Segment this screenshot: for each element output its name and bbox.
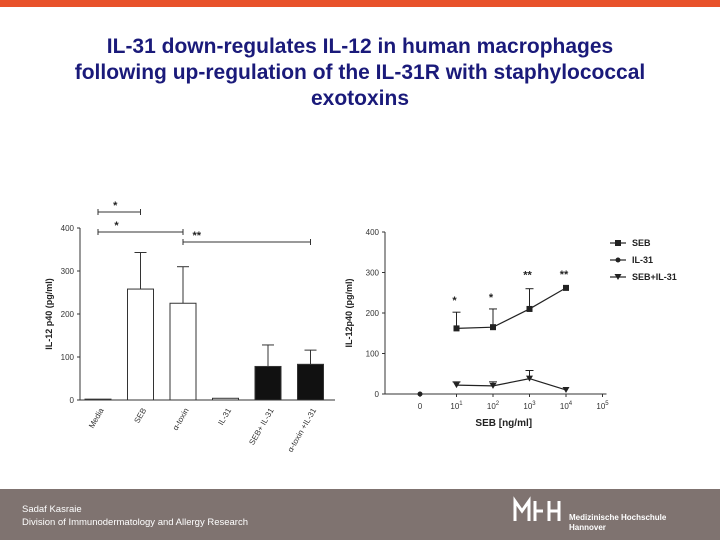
y-tick-label: 0 bbox=[70, 396, 75, 405]
y-tick-label: 0 bbox=[375, 390, 380, 399]
institution-line-2: Hannover bbox=[569, 523, 606, 532]
y-tick-label: 300 bbox=[366, 269, 380, 278]
x-tick-label: 103 bbox=[523, 401, 536, 411]
series-line bbox=[456, 287, 567, 329]
category-label: α-toxin +IL-31 bbox=[286, 406, 319, 454]
data-point bbox=[453, 382, 460, 389]
data-point bbox=[526, 305, 533, 312]
x-tick-label: 104 bbox=[560, 401, 573, 411]
title-line-2: following up-regulation of the IL-31R wi… bbox=[74, 61, 646, 84]
institution-line-1: Medizinische Hochschule bbox=[569, 513, 667, 522]
data-point bbox=[563, 284, 569, 291]
mhh-logo: Medizinische Hochschule Hannover bbox=[512, 495, 712, 537]
bar bbox=[127, 288, 154, 401]
y-axis-label: IL-12 p40 (pg/ml) bbox=[44, 278, 54, 350]
author-block: Sadaf Kasraie Division of Immunodermatol… bbox=[22, 503, 248, 529]
y-tick-label: 200 bbox=[61, 310, 75, 319]
x-axis-label: SEB [ng/ml] bbox=[475, 418, 532, 429]
significance-label: ** bbox=[560, 269, 569, 281]
significance-label: ** bbox=[523, 270, 532, 282]
data-point bbox=[526, 375, 533, 382]
category-label: α-toxin bbox=[171, 407, 191, 432]
y-axis-label: IL-12p40 (pg/ml) bbox=[344, 278, 354, 347]
significance-label: * bbox=[114, 220, 119, 232]
category-label: Media bbox=[87, 406, 106, 430]
slide-title: IL-31 down-regulates IL-12 in human macr… bbox=[20, 34, 700, 112]
bar bbox=[212, 397, 239, 401]
data-point bbox=[562, 386, 570, 393]
department-name: Division of Immunodermatology and Allerg… bbox=[22, 517, 248, 528]
data-point bbox=[490, 324, 496, 331]
x-tick-label: 0 bbox=[418, 402, 423, 411]
top-accent-bar bbox=[0, 0, 720, 7]
y-tick-label: 200 bbox=[366, 309, 380, 318]
legend-label: IL-31 bbox=[632, 255, 653, 265]
category-label: SEB+ IL-31 bbox=[247, 406, 276, 447]
legend-marker bbox=[614, 274, 622, 280]
significance-label: * bbox=[452, 295, 457, 307]
bar bbox=[84, 398, 112, 401]
y-tick-label: 300 bbox=[61, 267, 75, 276]
bar bbox=[297, 363, 324, 401]
category-label: SEB bbox=[132, 407, 148, 425]
legend-marker bbox=[615, 257, 621, 263]
author-name: Sadaf Kasraie bbox=[22, 504, 82, 515]
legend-label: SEB+IL-31 bbox=[632, 272, 677, 282]
line-chart-seb-dose: 0 100 200 300 400 IL-12p40 (pg/ml) 0 101 102 103 1… bbox=[344, 228, 677, 429]
legend-label: SEB bbox=[632, 238, 651, 248]
data-point bbox=[489, 382, 497, 389]
bar-chart-il12: 0 100 200 300 400 IL-12 p40 (pg/ml) Media SEB α-… bbox=[44, 200, 335, 454]
title-line-1: IL-31 down-regulates IL-12 in human macr… bbox=[106, 35, 614, 58]
significance-label: * bbox=[489, 292, 494, 304]
significance-label: ** bbox=[192, 230, 201, 242]
bar bbox=[254, 365, 282, 401]
series-line bbox=[456, 377, 567, 391]
title-line-3: exotoxins bbox=[310, 87, 410, 110]
bar bbox=[169, 302, 197, 401]
institution-name: Medizinische Hochschule Hannover bbox=[569, 513, 666, 533]
data-point bbox=[453, 325, 460, 332]
data-point bbox=[417, 391, 423, 397]
footer-bar: Sadaf Kasraie Division of Immunodermatol… bbox=[0, 489, 720, 540]
y-tick-label: 400 bbox=[366, 228, 380, 237]
y-tick-label: 100 bbox=[61, 353, 75, 362]
mhh-logo-mark bbox=[513, 496, 561, 521]
significance-label: * bbox=[113, 200, 118, 212]
y-tick-label: 400 bbox=[61, 224, 75, 233]
x-tick-label: 101 bbox=[450, 401, 463, 411]
x-tick-label: 105 bbox=[596, 401, 609, 411]
x-tick-label: 102 bbox=[487, 401, 500, 411]
legend-marker bbox=[615, 240, 621, 246]
y-tick-label: 100 bbox=[366, 350, 380, 359]
category-label: IL-31 bbox=[216, 406, 233, 427]
